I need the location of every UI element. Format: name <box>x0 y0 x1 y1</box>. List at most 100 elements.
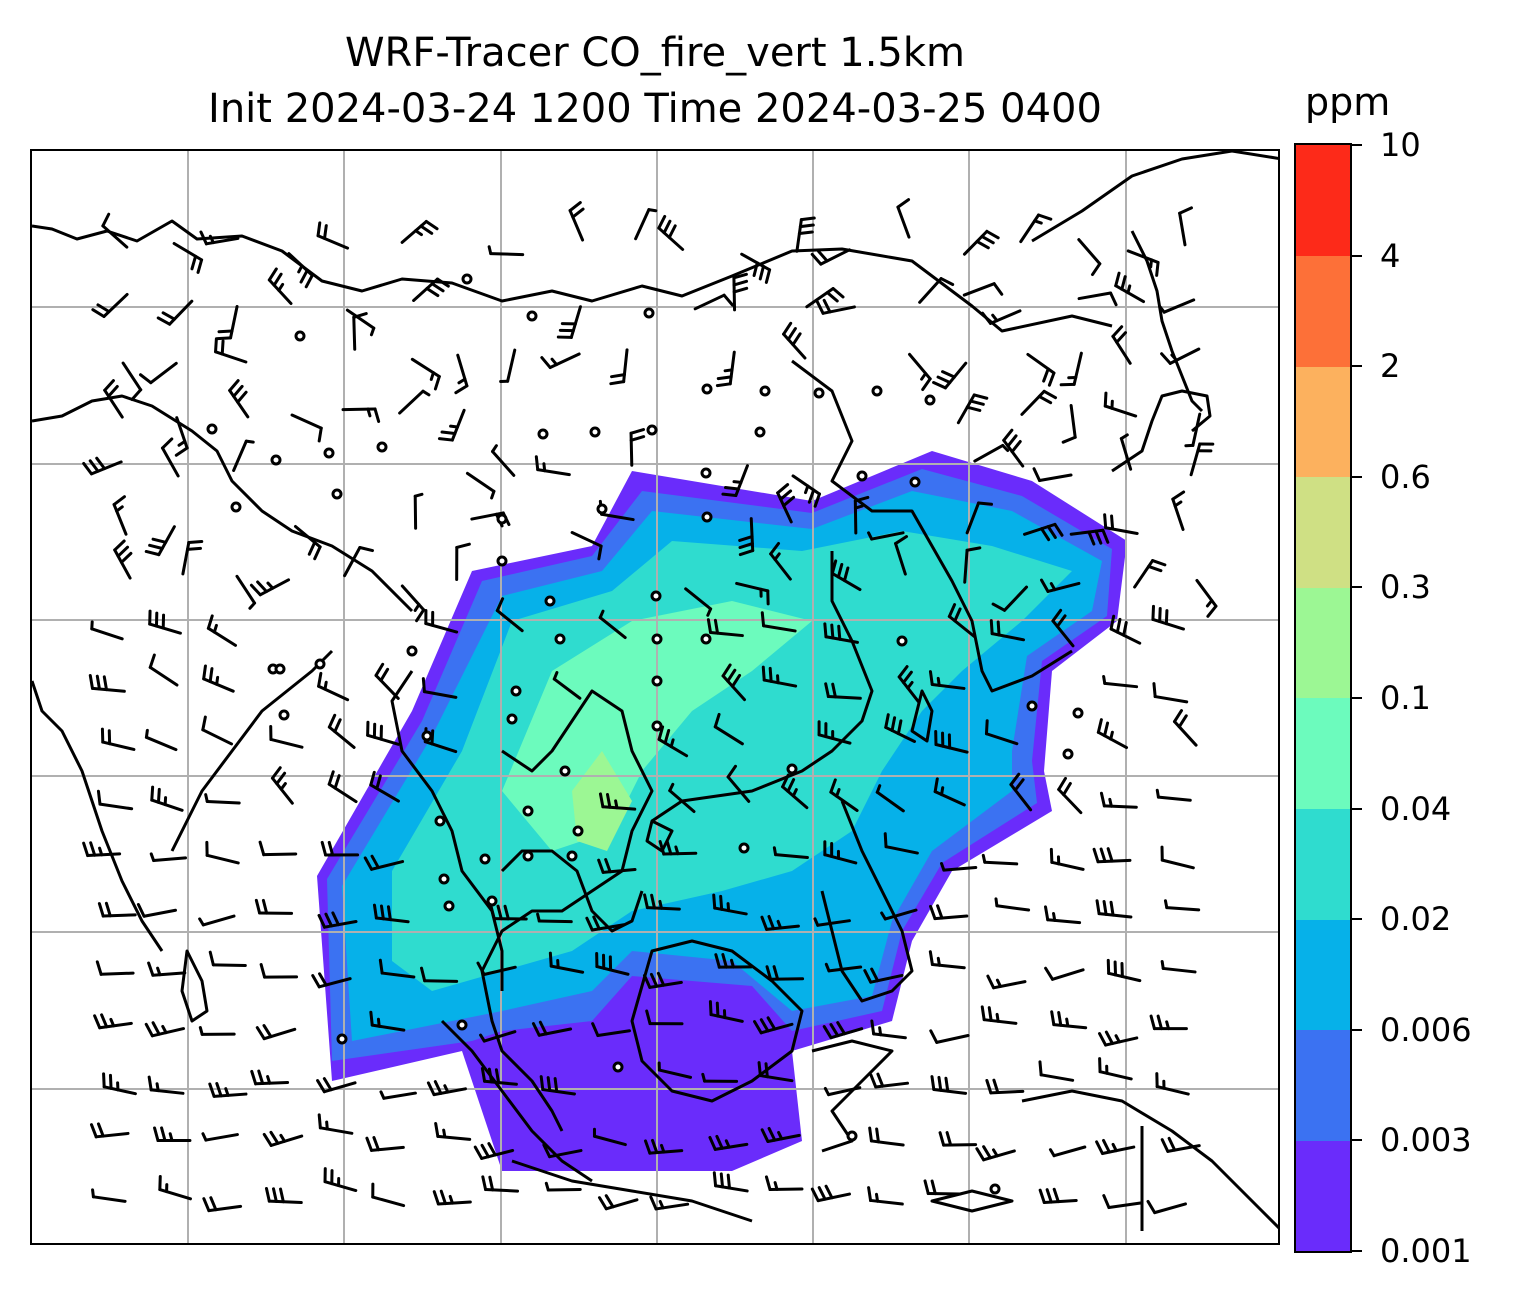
wind-barb <box>760 611 797 633</box>
wind-barb <box>153 1126 192 1143</box>
colorbar-tick-label: 0.02 <box>1380 900 1452 939</box>
wind-barb <box>570 531 603 561</box>
wind-barb <box>1158 298 1196 314</box>
wind-barb <box>287 252 314 289</box>
wind-barb <box>327 713 356 749</box>
wind-barb <box>540 352 581 370</box>
wind-barb <box>262 1130 304 1147</box>
wind-barb <box>480 1066 518 1086</box>
wind-barb <box>929 904 969 921</box>
wind-barb <box>1040 578 1081 593</box>
wind-barb <box>1103 391 1138 418</box>
wind-barb <box>293 524 322 561</box>
wind-barb <box>317 671 350 702</box>
wind-barb <box>1160 347 1201 365</box>
wind-barb <box>91 1188 127 1203</box>
wind-barb <box>432 1189 472 1206</box>
wind-barb <box>148 609 182 635</box>
coast-china-east <box>791 359 1073 693</box>
colorbar-tick-label: 0.3 <box>1380 568 1431 607</box>
wind-barb <box>144 728 178 752</box>
wind-barb <box>160 437 180 478</box>
wind-barb <box>95 960 135 976</box>
wind-barb <box>1189 442 1215 477</box>
calm-wind-circle <box>700 633 712 645</box>
wind-barb <box>1160 845 1195 870</box>
calm-wind-circle <box>323 447 335 459</box>
wind-barb <box>962 282 1004 297</box>
calm-wind-circle <box>589 426 601 438</box>
calm-wind-circle <box>331 488 343 500</box>
calm-wind-circle <box>871 385 883 397</box>
wind-barb <box>148 653 179 687</box>
wind-barb <box>1019 213 1053 244</box>
wind-barb <box>813 917 851 927</box>
wind-barb <box>147 1075 185 1095</box>
wind-barb <box>1023 522 1064 542</box>
wind-barb <box>693 293 735 311</box>
wind-barb <box>1119 433 1133 471</box>
wind-barb <box>934 729 969 754</box>
wind-barb <box>765 965 805 981</box>
wind-barb <box>172 241 204 274</box>
calm-wind-circle <box>456 1019 468 1031</box>
wind-barb <box>1109 614 1142 645</box>
wind-barb <box>1126 249 1160 277</box>
wind-barb <box>980 1005 1018 1025</box>
wind-barb <box>90 620 124 641</box>
wind-barb <box>400 219 439 244</box>
wind-barb <box>981 853 1019 866</box>
colorbar-tick <box>1352 475 1362 478</box>
coastlines <box>32 151 1278 1231</box>
colorbar-segment <box>1296 255 1350 367</box>
coast-bay-of-bengal <box>170 649 334 852</box>
calm-wind-circle <box>786 763 798 775</box>
wind-barb <box>1044 966 1085 981</box>
wind-barb <box>112 495 128 536</box>
wind-barb <box>539 1075 576 1096</box>
wind-barb <box>1099 791 1138 809</box>
wind-barb <box>823 622 859 644</box>
wind-barb <box>499 348 517 383</box>
calm-wind-circle <box>572 825 584 837</box>
colorbar-segment <box>1296 919 1350 1031</box>
wind-barb <box>144 1021 186 1038</box>
colorbar-tick-label: 10 <box>1380 126 1421 164</box>
wind-barb <box>738 517 755 557</box>
wind-barb <box>534 455 571 477</box>
wind-barb <box>1050 1010 1088 1030</box>
calm-wind-circle <box>701 383 713 395</box>
wind-barb <box>317 911 358 929</box>
wind-barb <box>1026 352 1056 387</box>
wind-barb <box>424 609 459 634</box>
calm-wind-circle <box>537 428 549 440</box>
calm-wind-circle <box>1062 748 1074 760</box>
wind-barb <box>290 413 323 443</box>
coast-java <box>511 1159 753 1223</box>
wind-barb <box>721 464 749 498</box>
calm-wind-circle <box>479 853 491 865</box>
coast-new-guinea <box>1021 1089 1278 1230</box>
wind-barb <box>649 1195 690 1211</box>
calm-wind-circle <box>1072 707 1084 719</box>
wind-barb <box>975 1145 1016 1162</box>
wind-barb <box>202 664 235 693</box>
calm-wind-circle <box>924 394 936 406</box>
wind-barb <box>398 389 431 415</box>
calm-wind-circle <box>554 633 566 645</box>
wind-barb <box>985 1078 1025 1095</box>
coast-indochina <box>480 689 654 1132</box>
wind-barb <box>701 1072 739 1083</box>
wind-barb <box>413 492 424 530</box>
wind-barb <box>100 727 136 751</box>
calm-wind-circle <box>612 1061 624 1073</box>
wind-barb <box>817 720 852 745</box>
wind-barb <box>769 542 792 581</box>
wind-barb <box>642 971 683 989</box>
calm-wind-markers <box>206 273 1084 1195</box>
calm-wind-circle <box>651 720 663 732</box>
wind-barb <box>1096 718 1129 750</box>
wind-barb <box>250 1069 290 1086</box>
calm-wind-circle <box>314 658 326 670</box>
plot-title-line2: Init 2024-03-24 1200 Time 2024-03-25 040… <box>208 86 1102 132</box>
